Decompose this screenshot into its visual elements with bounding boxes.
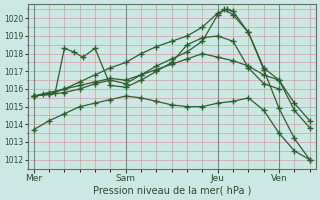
X-axis label: Pression niveau de la mer( hPa ): Pression niveau de la mer( hPa )	[92, 186, 251, 196]
